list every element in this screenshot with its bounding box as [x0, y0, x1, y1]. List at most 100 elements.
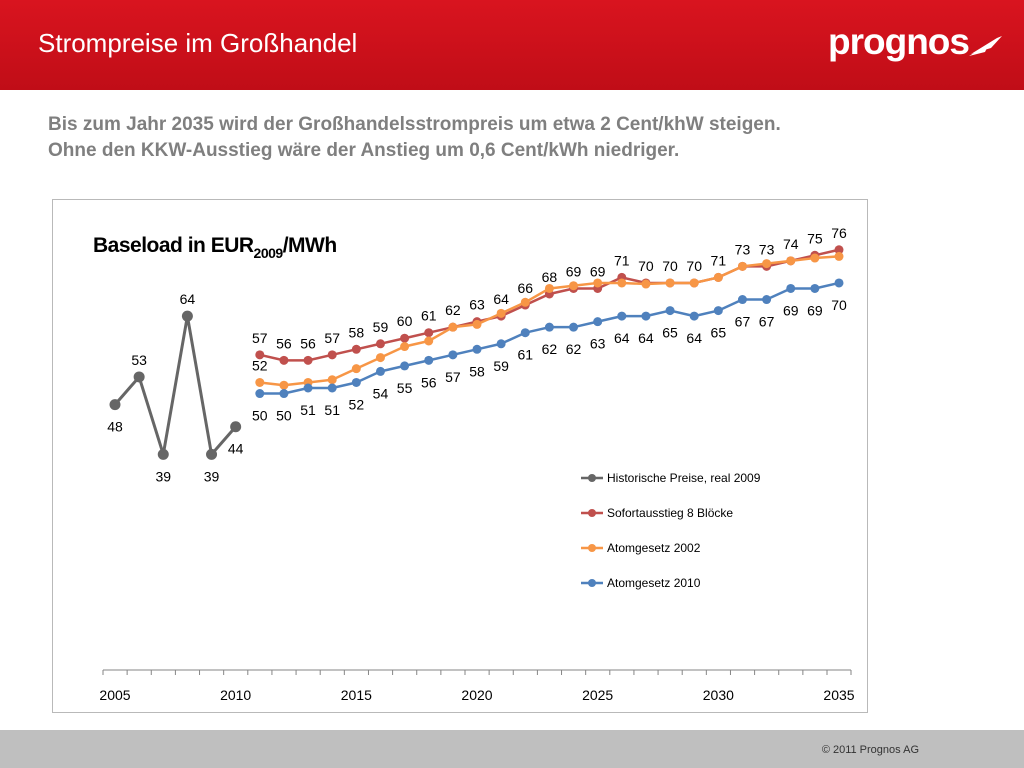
data-label: 58	[469, 363, 485, 379]
data-point	[255, 377, 265, 387]
data-label: 62	[445, 302, 461, 318]
data-label: 73	[759, 241, 775, 257]
data-label: 70	[638, 258, 654, 274]
data-label: 44	[228, 441, 244, 457]
data-point	[641, 311, 651, 321]
data-label: 64	[493, 291, 509, 307]
data-point	[641, 279, 651, 289]
footer-bar	[0, 730, 1024, 768]
data-label: 58	[349, 324, 365, 340]
x-tick-label: 2025	[582, 687, 613, 703]
data-point	[689, 311, 699, 321]
subtitle-line-1: Bis zum Jahr 2035 wird der Großhandelsst…	[48, 114, 781, 135]
data-point	[544, 283, 554, 293]
data-label: 57	[252, 330, 268, 346]
data-point	[255, 389, 265, 399]
data-point	[496, 308, 506, 318]
legend-label: Sofortausstieg 8 Blöcke	[607, 506, 733, 520]
data-point	[689, 278, 699, 288]
chart-title-main: Baseload in EUR	[93, 234, 254, 257]
data-point	[713, 306, 723, 316]
data-label: 57	[445, 369, 461, 385]
data-point	[569, 281, 579, 291]
data-label: 63	[469, 297, 485, 313]
data-point	[375, 366, 385, 376]
data-label: 64	[180, 291, 196, 307]
x-tick-label: 2010	[220, 687, 251, 703]
subtitle-line-2: Ohne den KKW-Ausstieg wäre der Anstieg u…	[48, 140, 680, 161]
data-point	[737, 261, 747, 271]
data-point	[569, 322, 579, 332]
data-point	[544, 322, 554, 332]
data-point	[400, 333, 410, 343]
data-point	[762, 259, 772, 269]
data-label: 70	[662, 258, 678, 274]
data-label: 62	[566, 341, 582, 357]
data-label: 50	[276, 408, 292, 424]
data-label: 65	[711, 325, 727, 341]
data-label: 50	[252, 408, 268, 424]
subtitle: Bis zum Jahr 2035 wird der Großhandelsst…	[48, 112, 968, 164]
data-label: 53	[131, 352, 147, 368]
data-point	[496, 339, 506, 349]
data-point	[617, 278, 627, 288]
legend-label: Historische Preise, real 2009	[607, 471, 761, 485]
data-label: 68	[542, 269, 558, 285]
data-label: 65	[662, 325, 678, 341]
data-label: 75	[807, 230, 823, 246]
data-point	[351, 364, 361, 374]
data-label: 54	[373, 385, 389, 401]
data-point	[834, 278, 844, 288]
data-label: 52	[349, 396, 365, 412]
data-label: 63	[590, 336, 606, 352]
data-label: 62	[542, 341, 558, 357]
data-label: 69	[807, 302, 823, 318]
data-point	[375, 353, 385, 363]
data-point	[424, 328, 434, 338]
data-label: 61	[517, 347, 533, 363]
data-label: 69	[590, 263, 606, 279]
prognos-logo: prognos	[828, 20, 1003, 64]
series-line	[113, 314, 237, 456]
data-point	[424, 355, 434, 365]
data-label: 67	[735, 314, 751, 330]
data-label: 76	[831, 225, 847, 241]
data-point	[810, 253, 820, 263]
data-point	[472, 319, 482, 329]
data-label: 55	[397, 380, 413, 396]
chart-frame: Baseload in EUR2009/MWh 2005 2010 2015 2020 2…	[52, 199, 868, 713]
x-tick-label: 2015	[341, 687, 372, 703]
data-point	[351, 344, 361, 354]
legend-label: Atomgesetz 2010	[607, 576, 701, 590]
data-label: 64	[686, 330, 702, 346]
data-point	[327, 375, 337, 385]
legend-swatch-marker	[588, 579, 596, 587]
data-label: 69	[783, 302, 799, 318]
data-label: 57	[324, 330, 340, 346]
data-point	[255, 350, 265, 360]
data-label: 51	[324, 402, 340, 418]
data-point	[181, 310, 193, 322]
legend-swatch-marker	[588, 474, 596, 482]
data-label: 71	[711, 252, 727, 268]
chart-title-unit: /MWh	[283, 234, 337, 257]
header-bar	[0, 0, 1024, 90]
logo-text: prognos	[828, 21, 970, 62]
data-point	[400, 361, 410, 371]
data-point	[786, 283, 796, 293]
legend-swatch-marker	[588, 509, 596, 517]
data-label: 64	[638, 330, 654, 346]
data-point	[351, 377, 361, 387]
data-point	[303, 355, 313, 365]
data-label: 71	[614, 252, 630, 268]
data-point	[279, 389, 289, 399]
data-label: 69	[566, 263, 582, 279]
data-label: 56	[300, 335, 316, 351]
data-point	[665, 278, 675, 288]
data-point	[834, 245, 844, 255]
data-point	[157, 448, 169, 460]
x-tick-label: 2035	[823, 687, 854, 703]
data-point	[400, 342, 410, 352]
data-point	[448, 350, 458, 360]
data-point	[737, 295, 747, 305]
